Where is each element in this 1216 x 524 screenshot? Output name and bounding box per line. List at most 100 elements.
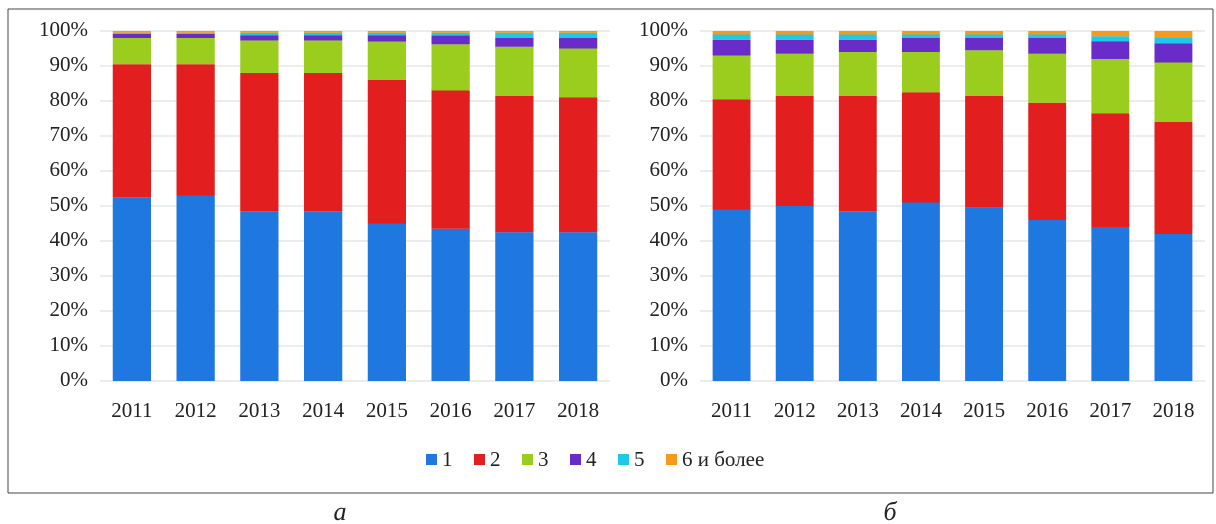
bar-segment — [775, 206, 814, 381]
bar-segment — [559, 38, 598, 49]
bar-segment — [1028, 38, 1067, 54]
bar-segment — [1154, 62, 1193, 122]
bar-segment — [495, 232, 534, 381]
bar-segment — [431, 90, 470, 229]
bar-segment — [838, 211, 877, 381]
y-tick-label: 30% — [650, 262, 689, 286]
legend-swatch — [618, 454, 629, 465]
bar-segment — [775, 53, 814, 96]
bar-segment — [1091, 59, 1130, 114]
bar-segment — [176, 38, 215, 65]
bar-segment — [1091, 36, 1130, 42]
y-tick-label: 80% — [650, 87, 689, 111]
bar-segment — [712, 31, 751, 35]
y-tick-label: 60% — [50, 157, 89, 181]
bar-segment — [965, 38, 1003, 51]
x-tick-label: 2013 — [837, 398, 879, 422]
bar-segment — [838, 95, 877, 212]
y-tick-label: 90% — [50, 52, 89, 76]
bar-segment — [304, 31, 343, 33]
x-tick-label: 2017 — [1089, 398, 1131, 422]
bar-segment — [304, 73, 343, 212]
bar-segment — [902, 52, 940, 93]
bar-segment — [965, 50, 1003, 96]
bar-segment — [1091, 41, 1130, 59]
bar-segment — [367, 223, 406, 381]
bar-segment — [559, 232, 598, 381]
bar-segment — [495, 46, 534, 96]
y-tick-label: 40% — [50, 227, 89, 251]
bar-segment — [712, 209, 751, 381]
bar-segment — [304, 40, 343, 73]
x-tick-label: 2011 — [711, 398, 752, 422]
bar-segment — [559, 97, 598, 233]
bar-segment — [965, 207, 1003, 381]
bar-segment — [712, 39, 751, 56]
x-tick-label: 2016 — [430, 398, 472, 422]
bar-segment — [495, 38, 534, 47]
y-tick-label: 100% — [39, 17, 88, 41]
caption: б — [883, 497, 897, 524]
bar-segment — [176, 195, 215, 381]
bar-segment — [431, 31, 470, 33]
bar-segment — [240, 211, 279, 381]
bar-segment — [431, 32, 470, 36]
y-tick-label: 20% — [650, 297, 689, 321]
bar-segment — [431, 228, 470, 381]
bar-segment — [240, 32, 279, 36]
y-tick-label: 70% — [50, 122, 89, 146]
bar-segment — [902, 38, 940, 52]
bar-segment — [838, 39, 877, 52]
bar-segment — [902, 31, 940, 35]
legend-label: 1 — [442, 447, 453, 471]
x-tick-label: 2015 — [963, 398, 1005, 422]
bar-segment — [495, 32, 534, 38]
x-tick-label: 2017 — [493, 398, 535, 422]
bar-segment — [304, 35, 343, 41]
legend-swatch — [666, 454, 677, 465]
bar-segment — [176, 33, 215, 38]
bar-segment — [902, 92, 940, 203]
bar-segment — [176, 32, 215, 34]
bar-segment — [112, 64, 151, 198]
legend-swatch — [474, 454, 485, 465]
y-tick-label: 20% — [50, 297, 89, 321]
bar-segment — [112, 31, 151, 33]
bar-segment — [1028, 34, 1067, 38]
x-tick-label: 2014 — [900, 398, 943, 422]
bar-segment — [431, 44, 470, 91]
bar-segment — [838, 34, 877, 40]
x-tick-label: 2013 — [238, 398, 280, 422]
bar-segment — [431, 35, 470, 45]
bar-segment — [112, 33, 151, 38]
bar-segment — [367, 80, 406, 224]
x-tick-label: 2012 — [175, 398, 217, 422]
y-tick-label: 30% — [50, 262, 89, 286]
bar-segment — [240, 31, 279, 33]
legend-label: 5 — [634, 447, 645, 471]
bar-segment — [712, 34, 751, 40]
legend-swatch — [570, 454, 581, 465]
bar-segment — [965, 31, 1003, 35]
y-tick-label: 40% — [650, 227, 689, 251]
bar-segment — [367, 32, 406, 36]
bar-segment — [1091, 227, 1130, 381]
bar-segment — [112, 197, 151, 381]
bar-segment — [176, 31, 215, 33]
y-tick-label: 10% — [50, 332, 89, 356]
bar-segment — [304, 211, 343, 381]
y-tick-label: 90% — [650, 52, 689, 76]
legend-label: 6 и более — [682, 447, 764, 471]
y-tick-label: 0% — [660, 367, 688, 391]
bar-segment — [367, 41, 406, 80]
bar-segment — [112, 32, 151, 34]
bar-segment — [367, 31, 406, 33]
bar-segment — [1091, 113, 1130, 227]
bar-segment — [712, 55, 751, 100]
y-tick-label: 0% — [60, 367, 88, 391]
legend-swatch — [522, 454, 533, 465]
y-tick-label: 100% — [639, 17, 688, 41]
bar-segment — [1154, 43, 1193, 63]
bar-segment — [902, 202, 940, 381]
bar-segment — [902, 34, 940, 38]
